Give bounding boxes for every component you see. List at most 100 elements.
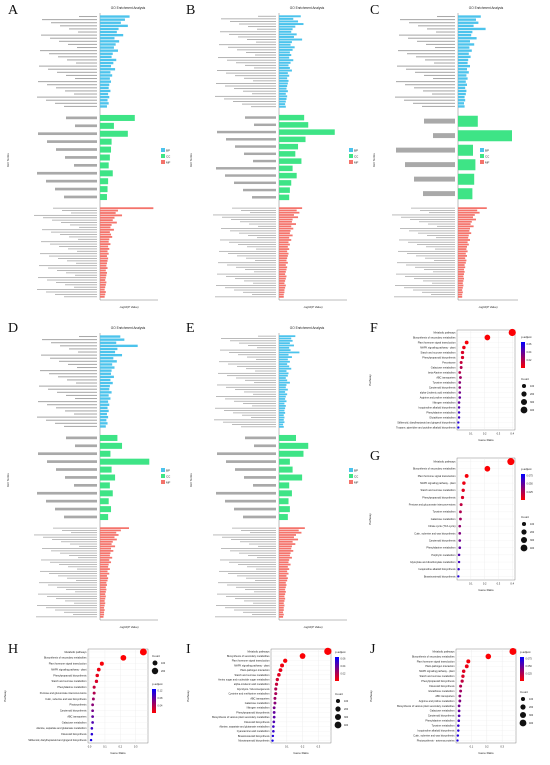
colorbar-tick-label: 0.12 xyxy=(158,690,163,693)
term-label-text xyxy=(56,282,97,283)
legend-label: MF xyxy=(485,160,489,164)
pathway-label: Biosynthesis of secondary metabolites xyxy=(413,336,456,339)
bar-cc xyxy=(100,138,112,145)
bar-mf xyxy=(279,220,292,223)
pathway-label: ABC transporters xyxy=(67,715,87,718)
bar-bp xyxy=(458,74,467,77)
term-label-text xyxy=(251,106,276,108)
term-label-text xyxy=(38,452,97,456)
term-label-text xyxy=(399,239,455,241)
term-label-text xyxy=(79,545,97,547)
term-label-text xyxy=(76,382,97,384)
y-axis-label: Pathway xyxy=(368,374,372,386)
panel-label-b: B xyxy=(186,3,196,18)
bar-mf xyxy=(279,252,289,255)
term-label-text xyxy=(242,103,276,105)
legend-label: BP xyxy=(485,148,489,152)
pathway-dot xyxy=(459,684,463,688)
bar-bp xyxy=(279,421,285,424)
term-label-text xyxy=(220,31,276,33)
pathway-label: Nitrogen metabolism xyxy=(247,707,270,710)
bar-bp xyxy=(100,92,109,96)
legend-swatch-bp xyxy=(349,148,353,152)
term-label-text xyxy=(67,577,97,579)
term-label-text xyxy=(223,421,276,423)
pathway-dot xyxy=(299,653,306,659)
pathway-label: Biosynthesis of secondary metabolites xyxy=(227,655,270,658)
pathway-dot xyxy=(458,699,462,703)
term-label-text xyxy=(253,393,276,395)
term-label-text xyxy=(69,348,97,350)
pathway-dot xyxy=(91,703,95,707)
bar-bp xyxy=(100,335,121,338)
panel-label-i: I xyxy=(186,642,191,657)
bar-mf xyxy=(279,245,288,248)
term-label-text xyxy=(239,232,276,234)
pathway-label: Flavonoid biosynthesis xyxy=(244,721,270,724)
term-label-text xyxy=(246,368,276,370)
x-tick-label: 0.3 xyxy=(317,745,321,749)
pathway-label: Starch and sucrose metabolism xyxy=(419,675,454,678)
bar-mf xyxy=(279,577,288,580)
bar-bp xyxy=(279,23,304,26)
bar-cc xyxy=(100,442,123,449)
bar-bp xyxy=(279,15,301,18)
bar-mf xyxy=(100,264,107,267)
x-tick-label: 0.4 xyxy=(510,582,514,586)
bar-bp xyxy=(279,423,284,426)
pathway-label: Starch and sucrose metabolism xyxy=(234,674,269,677)
term-label-text xyxy=(420,210,455,211)
bar-bp xyxy=(458,99,466,102)
term-label-text xyxy=(432,93,455,95)
chart-title: GO Enrichment Analysis xyxy=(111,6,146,10)
term-label-text xyxy=(229,241,276,243)
pathway-label: Pentose and glucuronate interconversions xyxy=(409,504,456,507)
pathway-label: Biosynthesis of various plant secondary … xyxy=(397,705,455,708)
size-legend-dot xyxy=(520,536,528,544)
bar-mf xyxy=(279,559,290,561)
bar-bp xyxy=(279,342,290,345)
x-tick-label: 0.0 xyxy=(88,745,92,749)
pathway-label: Amino sugar and nucleotide sugar metabol… xyxy=(218,678,269,681)
pathway-dot xyxy=(92,685,96,689)
term-label-text xyxy=(55,609,97,611)
term-label-text xyxy=(237,255,276,257)
term-label-text xyxy=(258,545,276,547)
term-label-text xyxy=(67,379,97,381)
term-label-text xyxy=(235,598,276,600)
term-label-text xyxy=(38,593,97,595)
bar-mf xyxy=(100,577,109,580)
bar-cc xyxy=(458,188,473,200)
term-label-text xyxy=(238,36,276,38)
term-label-text xyxy=(217,384,276,386)
term-label-text xyxy=(409,22,455,24)
term-label-text xyxy=(42,229,97,231)
bar-bp xyxy=(100,422,108,425)
term-label-text xyxy=(37,171,97,175)
bar-bp xyxy=(458,52,469,55)
colorbar-title: p.adjust xyxy=(521,335,532,339)
bar-bp xyxy=(100,344,138,348)
bar-mf xyxy=(458,241,468,244)
term-label-text xyxy=(216,396,276,397)
x-tick-label: 0.3 xyxy=(134,745,138,749)
term-label-text xyxy=(74,483,97,487)
term-label-text xyxy=(417,40,455,42)
bar-mf xyxy=(100,559,110,561)
term-label-text xyxy=(220,239,276,241)
term-label-text xyxy=(418,25,455,27)
term-label-text xyxy=(222,536,276,538)
colorbar-tick-label: 0.050 xyxy=(526,665,533,668)
term-label-text xyxy=(399,34,455,36)
term-label-text xyxy=(56,148,97,151)
term-label-text xyxy=(248,555,276,556)
pathway-label: Cutin, suberine and wax biosynthesis xyxy=(413,734,455,737)
bar-mf xyxy=(100,588,107,591)
term-label-text xyxy=(74,93,97,95)
term-label-text xyxy=(65,90,97,92)
term-label-text xyxy=(392,214,455,216)
bar-mf xyxy=(279,597,286,600)
panel-label-c: C xyxy=(370,3,380,18)
bar-cc xyxy=(279,434,296,441)
term-label-text xyxy=(404,287,455,289)
